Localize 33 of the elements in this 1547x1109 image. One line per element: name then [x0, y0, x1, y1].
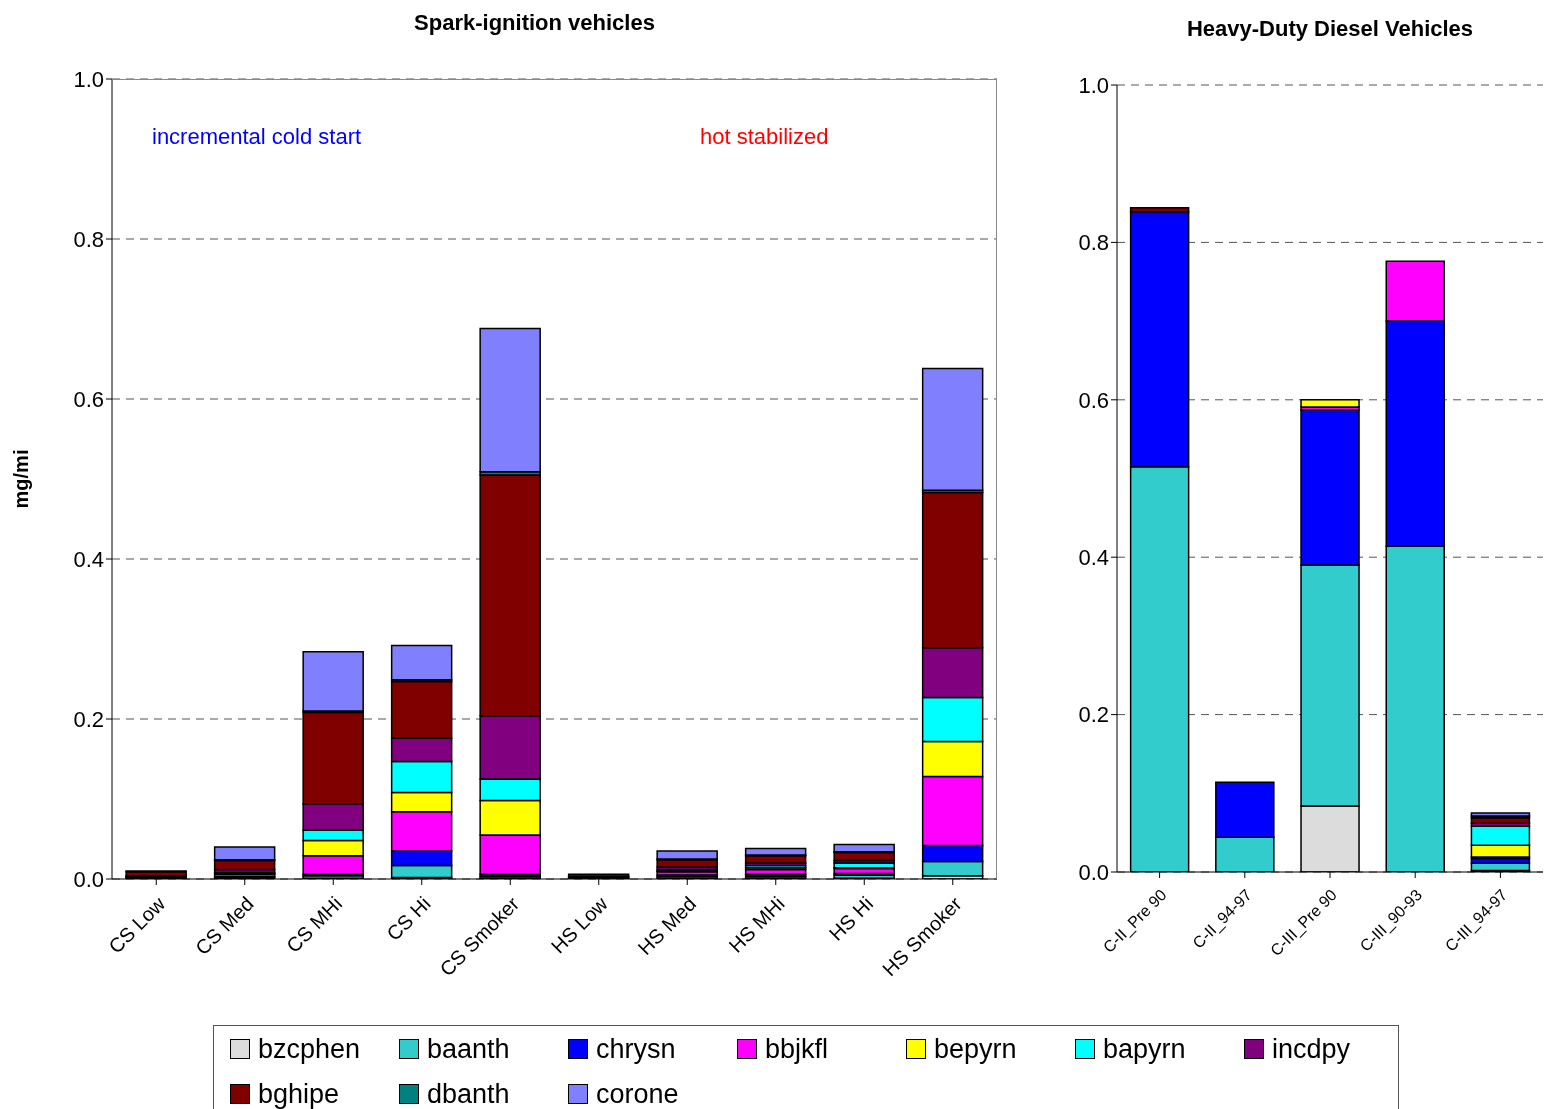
legend-label: dbanth [427, 1078, 510, 1109]
x-tick-label: HS Low [546, 892, 613, 958]
annotation: incremental cold start [152, 124, 362, 150]
x-tick-label: CS MHi [282, 892, 347, 957]
y-tick-label: 0.6 [1078, 387, 1109, 413]
y-tick-label: 0.2 [73, 706, 104, 732]
y-tick-label: 0.4 [1078, 545, 1109, 571]
legend-label: bepyrn [934, 1033, 1017, 1065]
x-tick-label: CS Hi [382, 892, 435, 945]
legend-label: bghipe [258, 1078, 340, 1109]
y-axis-title: mg/mi [10, 448, 33, 511]
x-tick-label: HS Hi [824, 892, 878, 945]
y-tick-label: 0.8 [1078, 230, 1109, 256]
chart-title: Spark-ignition vehicles [413, 10, 656, 36]
legend-label: bzcphen [258, 1033, 361, 1065]
y-tick-label: 1.0 [73, 66, 104, 92]
y-tick-label: 0.0 [73, 866, 104, 892]
legend-label: corone [596, 1078, 679, 1109]
annotation: hot stabilized [700, 124, 829, 150]
y-tick-label: 0.4 [73, 546, 104, 572]
y-tick-label: 1.0 [1078, 72, 1109, 98]
x-tick-label: HS MHi [724, 892, 789, 957]
y-tick-label: 0.6 [73, 386, 104, 412]
legend-label: bbjkfl [765, 1033, 829, 1065]
legend-label: bapyrn [1103, 1033, 1186, 1065]
chart-title: Heavy-Duty Diesel Vehicles [1185, 16, 1475, 42]
legend-label: baanth [427, 1033, 510, 1065]
x-tick-label: CS Low [104, 892, 170, 958]
legend-label: chrysn [596, 1033, 676, 1065]
y-tick-label: 0.0 [1078, 859, 1109, 885]
legend-label: incdpy [1272, 1033, 1351, 1065]
y-tick-label: 0.2 [1078, 702, 1109, 728]
y-tick-label: 0.8 [73, 226, 104, 252]
